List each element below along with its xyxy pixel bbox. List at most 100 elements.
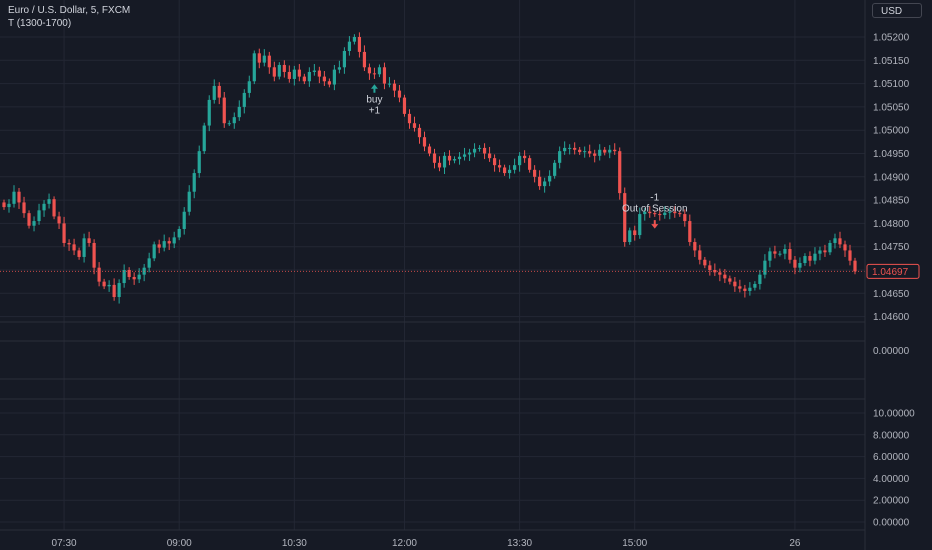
candle bbox=[678, 210, 682, 217]
candle bbox=[467, 148, 472, 161]
candle bbox=[202, 122, 206, 154]
candle bbox=[62, 216, 66, 247]
chart-legend: Euro / U.S. Dollar, 5, FXCM T (1300-1700… bbox=[8, 4, 130, 30]
candle-body bbox=[523, 155, 527, 159]
buy-label: buy bbox=[366, 94, 382, 105]
exit-label: Out of Session bbox=[622, 204, 688, 215]
candle bbox=[47, 193, 51, 209]
candle bbox=[507, 165, 512, 179]
candle bbox=[87, 231, 91, 247]
candle-body bbox=[307, 71, 311, 82]
candle-body bbox=[412, 123, 417, 128]
candle bbox=[272, 61, 276, 82]
candle bbox=[192, 169, 196, 199]
candle-body bbox=[292, 69, 296, 79]
price-axis[interactable]: 1.05200 1.05150 1.05100 1.05050 1.05000 1.049… bbox=[866, 33, 920, 529]
currency-button[interactable]: USD bbox=[872, 3, 922, 18]
candle bbox=[362, 45, 367, 72]
candle-body bbox=[588, 151, 592, 154]
candle bbox=[137, 268, 141, 284]
candle bbox=[523, 150, 527, 163]
candle bbox=[738, 279, 742, 293]
time-tick-label: 09:00 bbox=[167, 538, 192, 549]
candle bbox=[432, 148, 437, 169]
candle bbox=[407, 109, 412, 129]
candle-body bbox=[748, 287, 752, 291]
pane3-tick-label: 0.00000 bbox=[873, 518, 910, 529]
candle-body bbox=[87, 238, 91, 243]
candle bbox=[37, 203, 41, 225]
candle-body bbox=[563, 147, 567, 152]
candle-body bbox=[352, 37, 357, 42]
candle-body bbox=[112, 284, 116, 298]
candle-body bbox=[102, 281, 106, 287]
candle-body bbox=[538, 176, 542, 187]
candle bbox=[447, 150, 452, 166]
candle-body bbox=[122, 270, 126, 284]
candle-body bbox=[432, 153, 437, 163]
candle-body bbox=[97, 267, 101, 282]
candle-body bbox=[107, 284, 111, 287]
candle bbox=[107, 280, 111, 292]
candle-body bbox=[693, 242, 697, 251]
candle bbox=[753, 281, 757, 291]
candle bbox=[162, 234, 166, 252]
candle bbox=[77, 247, 81, 260]
price-tick-label: 1.04800 bbox=[873, 219, 910, 230]
symbol-title[interactable]: Euro / U.S. Dollar, 5, FXCM bbox=[8, 5, 131, 16]
candle bbox=[803, 253, 807, 266]
candle bbox=[57, 211, 61, 229]
candle bbox=[112, 278, 116, 301]
candle-body bbox=[833, 238, 837, 243]
time-tick-label: 15:00 bbox=[622, 538, 647, 549]
candle-body bbox=[17, 191, 21, 203]
candle bbox=[427, 143, 432, 157]
candle-body bbox=[437, 162, 442, 168]
candle-body bbox=[147, 258, 151, 268]
pane2-tick-label: 0.00000 bbox=[873, 346, 910, 357]
candle-body bbox=[447, 155, 452, 161]
candle-body bbox=[417, 127, 422, 138]
candle bbox=[282, 60, 286, 78]
candle-body bbox=[247, 81, 251, 93]
candle-body bbox=[222, 97, 226, 124]
candle bbox=[222, 91, 226, 128]
candle-body bbox=[608, 149, 612, 153]
candle bbox=[568, 144, 572, 155]
pane-separators[interactable] bbox=[0, 0, 866, 550]
candle bbox=[82, 233, 86, 263]
candle bbox=[147, 252, 151, 273]
time-tick-label: 13:30 bbox=[507, 538, 532, 549]
candle-body bbox=[72, 244, 76, 251]
candle bbox=[387, 77, 392, 88]
candle-body bbox=[808, 256, 812, 261]
candle bbox=[728, 275, 732, 285]
candle bbox=[442, 152, 447, 175]
candle-body bbox=[743, 288, 747, 291]
candle-body bbox=[27, 213, 31, 226]
candle bbox=[477, 145, 482, 152]
indicator-title[interactable]: T (1300-1700) bbox=[8, 18, 72, 29]
candle-body bbox=[177, 228, 181, 238]
candle bbox=[608, 145, 612, 159]
candle bbox=[277, 62, 281, 80]
candle bbox=[673, 206, 677, 218]
candle-body bbox=[813, 253, 817, 261]
candle bbox=[457, 152, 462, 165]
candle bbox=[778, 250, 782, 257]
candle-body bbox=[442, 155, 447, 168]
candle-body bbox=[658, 214, 662, 216]
candle bbox=[267, 51, 271, 74]
candle bbox=[843, 240, 847, 257]
candle bbox=[743, 284, 747, 298]
candle bbox=[703, 256, 707, 269]
candle bbox=[7, 199, 11, 213]
pane3-tick-label: 6.00000 bbox=[873, 452, 910, 463]
candle bbox=[217, 82, 221, 105]
candle bbox=[262, 49, 266, 67]
candle-body bbox=[427, 146, 432, 154]
candle bbox=[798, 257, 802, 273]
candle bbox=[287, 65, 291, 83]
